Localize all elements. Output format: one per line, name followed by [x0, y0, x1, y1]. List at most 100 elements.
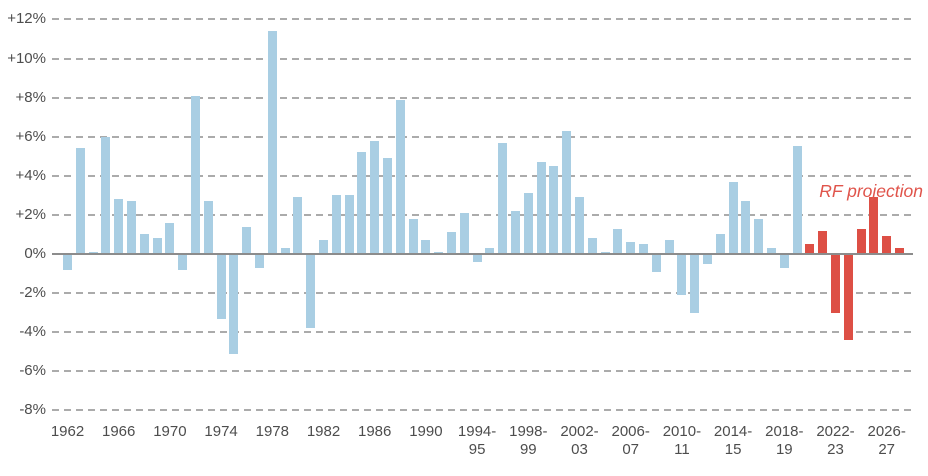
gridline-6pct: [52, 135, 913, 138]
bar-1998-99: [523, 193, 533, 254]
x-tick-label-1990: 1990: [409, 423, 443, 440]
zero-axis-line: [52, 253, 913, 255]
bar-1981: [306, 254, 316, 329]
bar-1988: [395, 99, 405, 254]
bar-1982: [319, 240, 328, 254]
gridline-4pct: [52, 174, 913, 177]
bar-2016-17: [754, 218, 764, 254]
y-tick-label--4pct: -4%: [19, 323, 46, 341]
bar-2001-02: [562, 130, 572, 254]
y-tick-label-10pct: +10%: [7, 49, 46, 67]
bar-1972: [191, 95, 200, 254]
bar-1976: [242, 226, 252, 254]
bar-2018-19: [779, 254, 789, 268]
y-tick-label--6pct: -6%: [19, 362, 46, 380]
bar-2005-06: [613, 228, 623, 254]
bar-2019-20: [792, 146, 802, 254]
bar-2022-23: [831, 254, 840, 313]
bar-1995-96: [485, 248, 495, 254]
bar-1992: [447, 232, 456, 254]
bar-1965: [101, 136, 111, 254]
x-tick-label-2006-07: 2006- 07: [611, 423, 650, 458]
bar-1986: [370, 140, 380, 254]
bar-2020-21: [805, 244, 815, 254]
y-tick-label--2pct: -2%: [19, 284, 46, 302]
bar-1985: [357, 152, 367, 254]
bar-1962: [63, 254, 72, 270]
bar-1989: [408, 218, 418, 254]
bar-1977: [255, 254, 264, 268]
bar-1970: [165, 222, 175, 254]
x-tick-label-2022-23: 2022- 23: [816, 423, 855, 458]
gridline-12pct: [52, 18, 913, 21]
bar-1974: [216, 254, 226, 319]
bar-1975: [229, 254, 239, 354]
gridline--2pct: [52, 292, 913, 295]
bar-2011-12: [690, 254, 700, 313]
x-tick-label-1970: 1970: [153, 423, 187, 440]
gridline--8pct: [52, 409, 913, 412]
y-tick-label-8pct: +8%: [15, 88, 46, 106]
x-tick-label-1974: 1974: [204, 423, 238, 440]
bar-1980: [293, 197, 303, 254]
bar-2008-09: [651, 254, 661, 272]
bar-1978: [267, 31, 277, 254]
bar-1997-98: [511, 210, 520, 254]
bar-2025-26: [869, 197, 879, 254]
y-tick-label-0pct: 0%: [24, 245, 46, 262]
bar-1983: [331, 195, 341, 254]
gridline--6pct: [52, 370, 913, 373]
x-tick-label-1966: 1966: [102, 423, 136, 440]
bar-2014-15: [728, 181, 738, 254]
bar-2017-18: [767, 248, 776, 254]
bar-2015-16: [741, 201, 751, 254]
x-tick-label-2018-19: 2018- 19: [765, 423, 804, 458]
bar-1971: [178, 254, 188, 270]
bar-2024-25: [856, 228, 866, 254]
gridline-2pct: [52, 213, 913, 216]
bar-2006-07: [626, 242, 636, 254]
x-tick-label-2014-15: 2014- 15: [713, 423, 753, 458]
bar-1968: [139, 234, 149, 254]
bar-2002-03: [575, 197, 584, 254]
bar-1984: [344, 195, 354, 254]
bar-1979: [280, 248, 290, 254]
bar-1969: [152, 238, 162, 254]
bar-2026-27: [882, 236, 892, 254]
x-tick-label-1978: 1978: [255, 423, 289, 440]
bar-2000-01: [549, 166, 559, 254]
bar-2010-11: [677, 254, 687, 296]
y-tick-label--8pct: -8%: [19, 401, 46, 419]
bar-2003-04: [587, 238, 597, 254]
x-tick-label-2010-11: 2010- 11: [662, 423, 702, 458]
bar-2012-13: [703, 254, 712, 264]
x-tick-label-1994-95: 1994- 95: [457, 423, 497, 458]
x-tick-label-1962: 1962: [50, 423, 85, 440]
bar-1973: [203, 201, 213, 254]
bar-1990: [421, 240, 431, 254]
bar-1967: [127, 201, 136, 254]
rf-projection-label: RF projection: [819, 181, 923, 201]
x-tick-label-2002-03: 2002- 03: [560, 423, 599, 458]
gridline-8pct: [52, 96, 913, 99]
y-tick-label-6pct: +6%: [15, 127, 46, 145]
y-tick-label-12pct: +12%: [7, 10, 46, 28]
bar-2027-28: [895, 248, 904, 254]
bar-1993: [459, 212, 469, 254]
x-tick-label-1986: 1986: [358, 423, 392, 440]
y-tick-label-4pct: +4%: [15, 166, 46, 184]
bar-2013-14: [715, 234, 725, 254]
bar-2021-22: [818, 230, 828, 254]
bar-2023-24: [843, 254, 853, 341]
bar-1996-97: [498, 142, 508, 254]
bar-1966: [114, 199, 124, 254]
x-tick-label-1982: 1982: [306, 423, 341, 440]
bar-1994-95: [472, 254, 482, 262]
gridline--4pct: [52, 331, 913, 334]
bar-2007-08: [639, 244, 648, 254]
gridline-10pct: [52, 57, 913, 60]
bar-2009-10: [664, 240, 674, 254]
bar-1999-00: [536, 162, 546, 254]
bar-1963: [75, 148, 85, 254]
